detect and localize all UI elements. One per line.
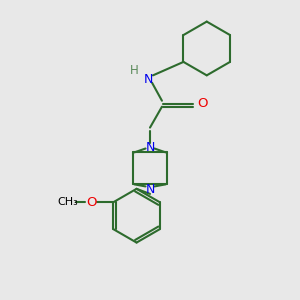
Text: O: O <box>197 97 208 110</box>
Text: N: N <box>145 140 155 154</box>
Text: N: N <box>145 183 155 196</box>
Text: H: H <box>130 64 139 77</box>
Text: O: O <box>86 196 97 209</box>
Text: N: N <box>144 73 153 86</box>
Text: CH₃: CH₃ <box>58 197 78 207</box>
